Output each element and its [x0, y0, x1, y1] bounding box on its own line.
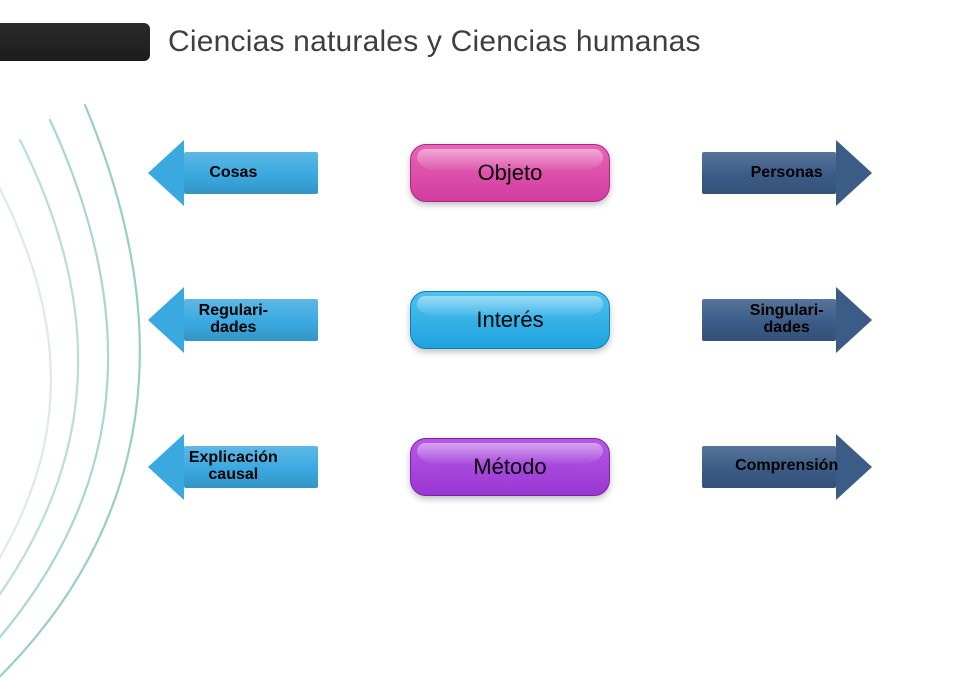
arrow-head — [836, 287, 872, 353]
arrow-head — [148, 287, 184, 353]
title-stub — [0, 23, 150, 61]
arrow-left-r2: Explicación causal — [148, 434, 318, 500]
pill-label: Interés — [476, 307, 543, 333]
pill-r2: Método — [410, 438, 610, 496]
arrow-label: Cosas — [201, 165, 265, 182]
arrow-label: Personas — [743, 165, 831, 182]
arrow-label: Comprensión — [727, 458, 846, 475]
title-row: Ciencias naturales y Ciencias humanas — [0, 14, 960, 70]
arrow-label: Explicación causal — [181, 450, 286, 484]
pill-r1: Interés — [410, 291, 610, 349]
comparison-grid: Cosas Objeto Personas Regulari- dades In… — [130, 130, 890, 510]
arrow-head — [148, 140, 184, 206]
arrow-right-r2: Comprensión — [702, 434, 872, 500]
pill-r0: Objeto — [410, 144, 610, 202]
arrow-head — [836, 140, 872, 206]
arrow-left-r1: Regulari- dades — [148, 287, 318, 353]
arrow-right-r0: Personas — [702, 140, 872, 206]
arrow-label: Singulari- dades — [742, 303, 832, 337]
arrow-left-r0: Cosas — [148, 140, 318, 206]
arrow-label: Regulari- dades — [191, 303, 276, 337]
pill-label: Método — [473, 454, 546, 480]
arrow-right-r1: Singulari- dades — [702, 287, 872, 353]
arrow-head — [148, 434, 184, 500]
pill-label: Objeto — [478, 160, 543, 186]
page-title: Ciencias naturales y Ciencias humanas — [168, 25, 701, 59]
